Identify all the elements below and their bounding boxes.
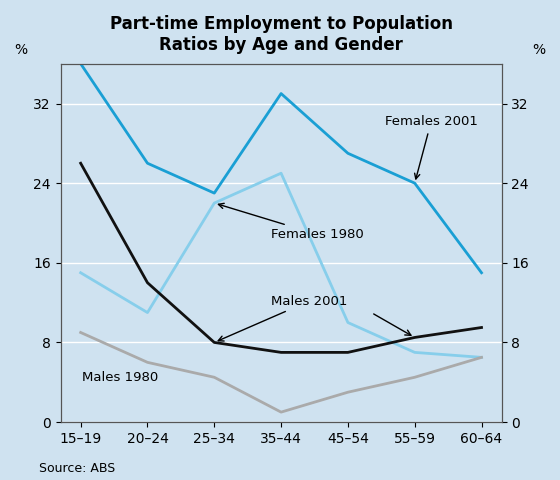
Text: Source: ABS: Source: ABS: [39, 462, 115, 475]
Title: Part-time Employment to Population
Ratios by Age and Gender: Part-time Employment to Population Ratio…: [110, 15, 452, 54]
Text: Males 1980: Males 1980: [82, 371, 158, 384]
Text: Females 2001: Females 2001: [385, 115, 478, 179]
Text: %: %: [533, 43, 545, 57]
Text: Females 1980: Females 1980: [218, 204, 364, 241]
Text: Males 2001: Males 2001: [218, 295, 347, 341]
Text: %: %: [15, 43, 27, 57]
